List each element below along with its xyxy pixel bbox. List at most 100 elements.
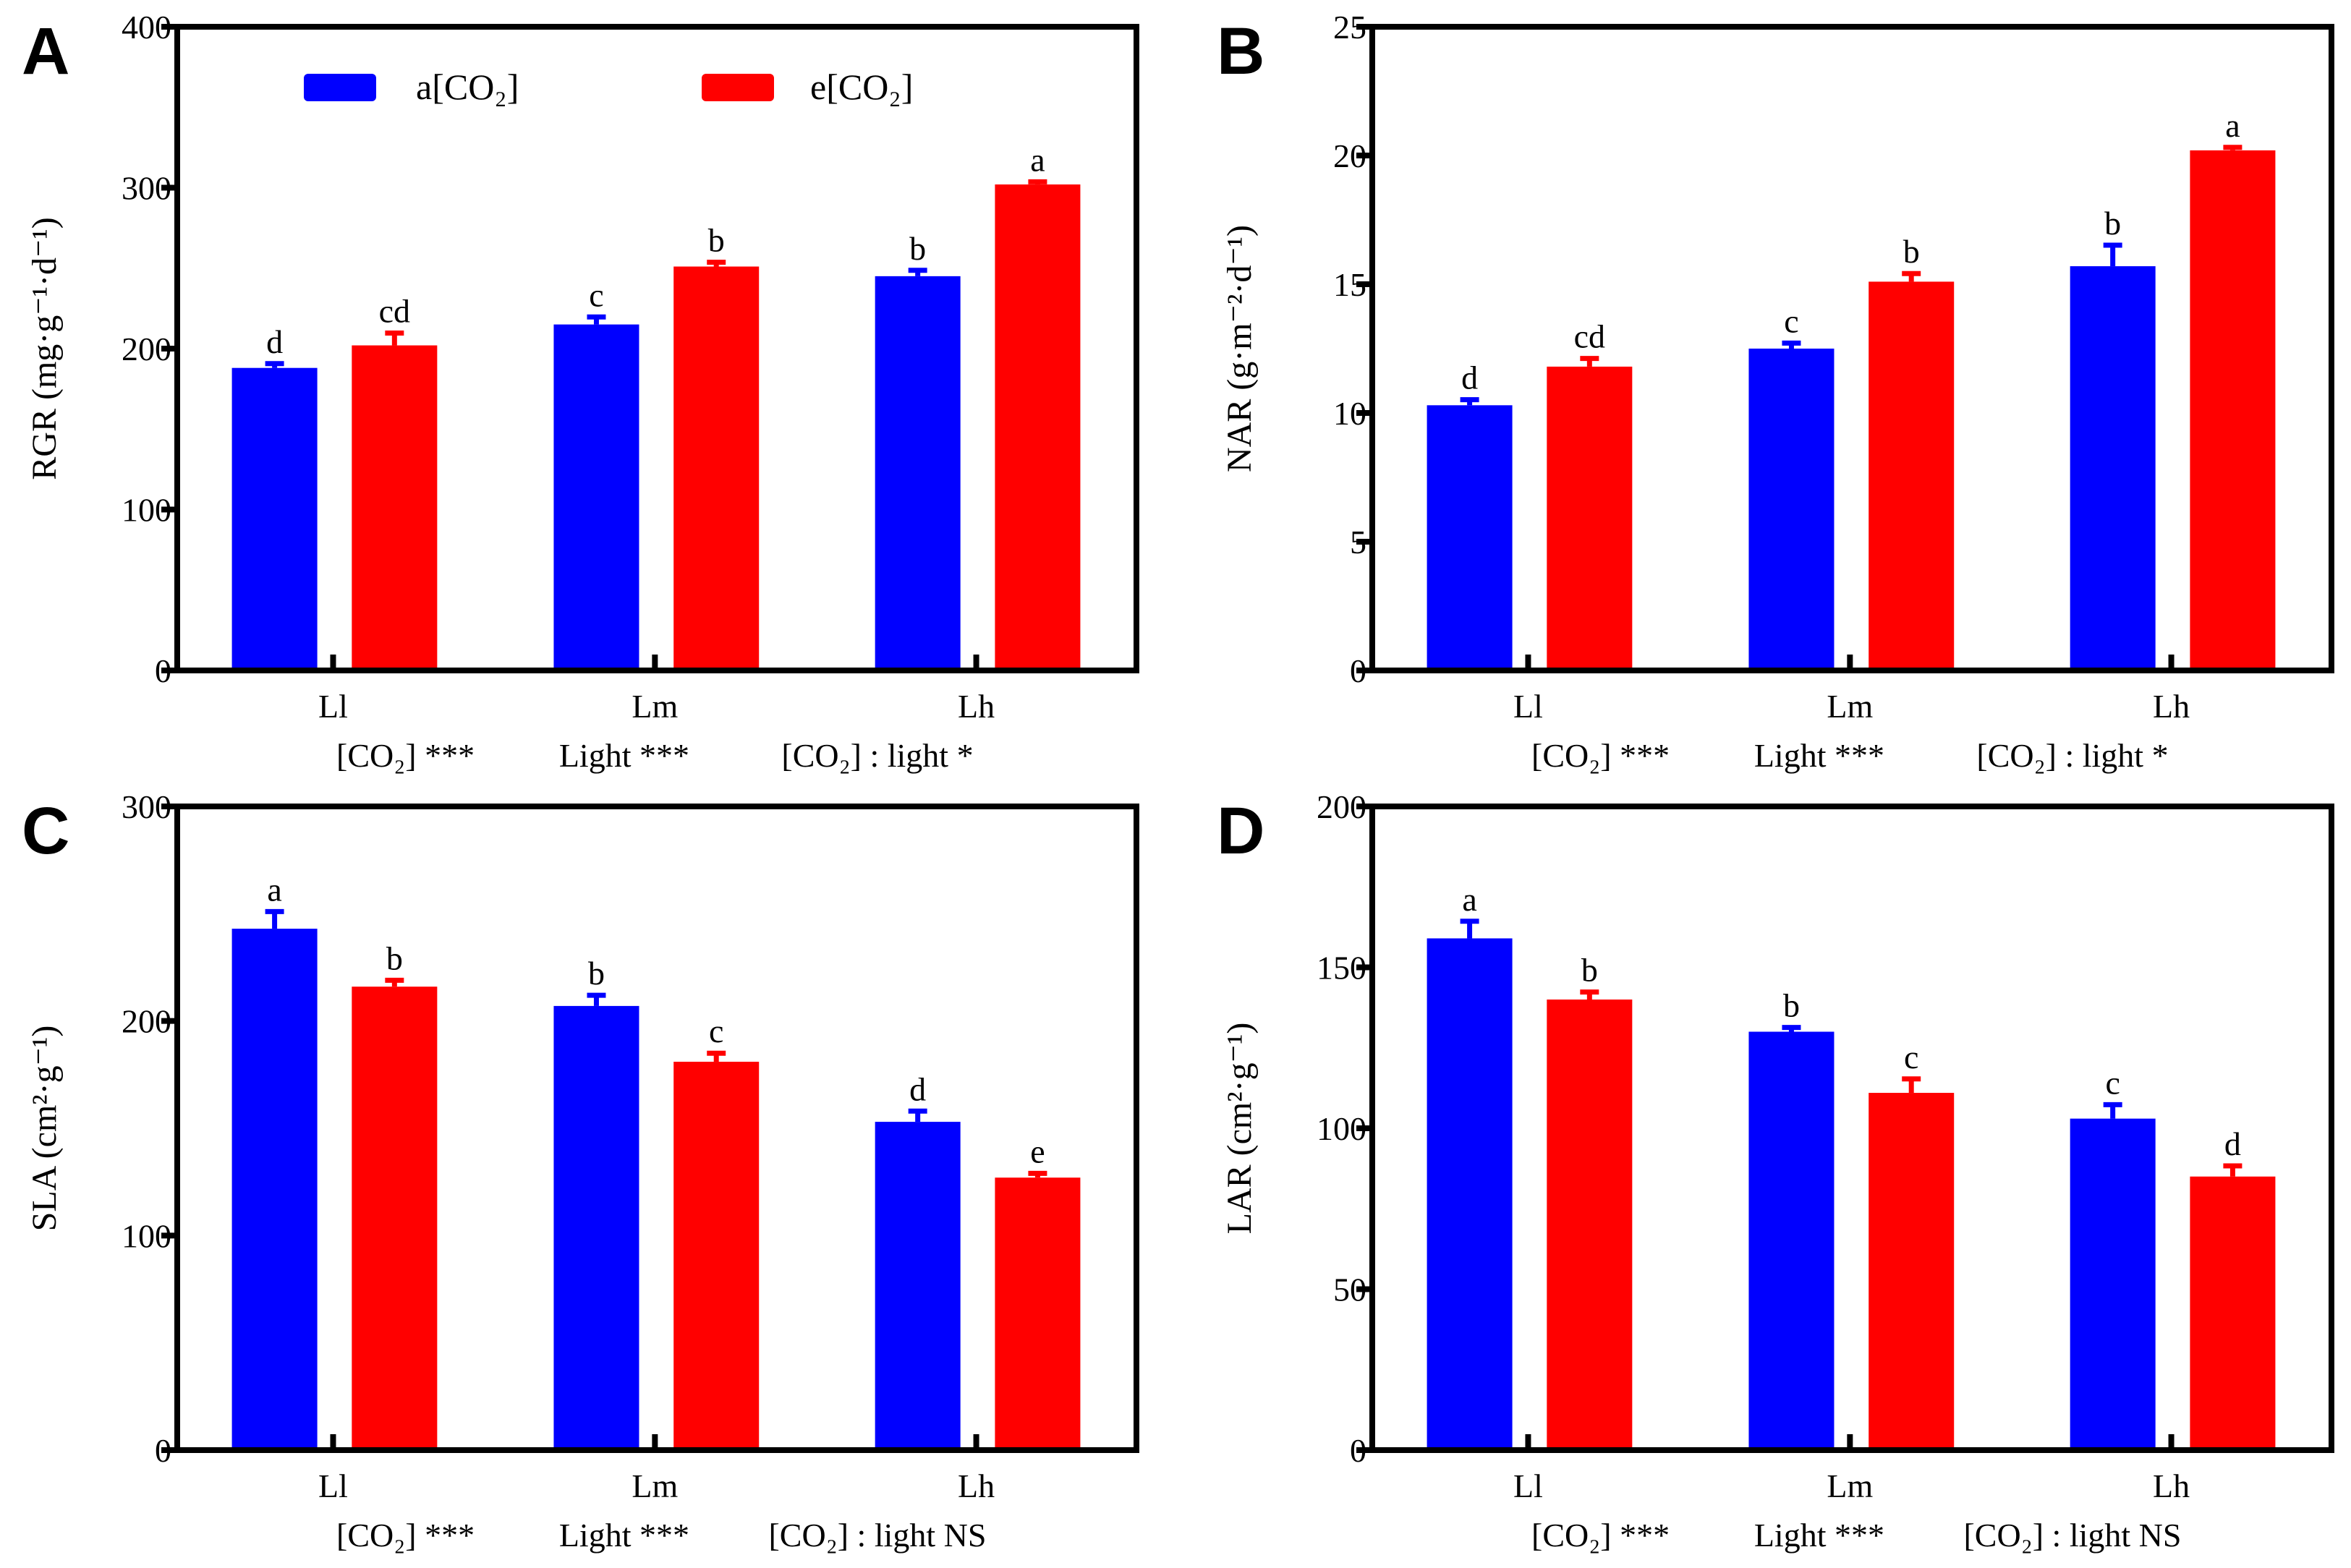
x-tick-label: Ll <box>318 1467 348 1504</box>
y-tick-label: 300 <box>122 170 171 207</box>
y-tick-label: 0 <box>1350 652 1366 689</box>
y-tick-label: 0 <box>155 1432 171 1469</box>
y-tick-label: 25 <box>1333 9 1366 46</box>
significance-letter: b <box>2104 205 2121 242</box>
panel-letter: D <box>1217 794 1264 868</box>
significance-letter: c <box>2105 1064 2120 1101</box>
bar <box>875 1122 961 1450</box>
bar <box>553 1005 639 1450</box>
x-tick-label: Lh <box>958 688 995 725</box>
bar <box>352 345 438 670</box>
significance-letter: cd <box>1574 318 1605 355</box>
bar <box>1748 349 1835 670</box>
x-tick-label: Lm <box>1827 688 1873 725</box>
x-tick-label: Lh <box>958 1467 995 1504</box>
bar <box>2190 150 2276 670</box>
legend-swatch <box>304 74 376 101</box>
bar <box>673 266 760 670</box>
x-tick-label: Ll <box>1513 688 1543 725</box>
legend-label: e[CO₂] <box>810 67 913 107</box>
significance-letter: a <box>267 871 281 908</box>
bar <box>1547 366 1633 670</box>
significance-letter: b <box>1581 952 1598 989</box>
y-tick-label: 200 <box>1317 788 1366 825</box>
panel-letter: A <box>22 14 69 88</box>
bar <box>1427 405 1513 670</box>
plot-frame <box>174 24 1139 673</box>
significance-letter: e <box>1030 1133 1045 1169</box>
stats-annotation: [CO₂] *** <box>336 1517 475 1554</box>
significance-letter: c <box>709 1013 723 1049</box>
legend: a[CO₂] e[CO₂] <box>304 67 913 107</box>
bar <box>995 184 1081 671</box>
bar <box>673 1062 760 1450</box>
panel-b: Bd c b cd b a 0 5 10 15 20 25 Ll Lm Lh [CO₂] *** Light *… <box>1217 9 2334 774</box>
bar <box>875 276 961 670</box>
significance-letter: c <box>1784 302 1798 339</box>
stats-annotation: Light *** <box>559 737 689 774</box>
y-tick-label: 300 <box>122 788 171 825</box>
x-tick-label: Ll <box>318 688 348 725</box>
plot-frame <box>174 804 1139 1453</box>
significance-letter: c <box>589 276 603 313</box>
stats-annotation: Light *** <box>559 1517 689 1554</box>
x-tick-label: Ll <box>1513 1467 1543 1504</box>
panel-a: Ad c b cd b a 0 100 200 300 400 Ll Lm Lh [CO₂] *** Ligh… <box>22 9 1139 774</box>
bar <box>1869 1093 1955 1450</box>
significance-letter: b <box>909 230 926 267</box>
y-tick-label: 100 <box>1317 1110 1366 1147</box>
y-tick-label: 100 <box>122 1217 171 1254</box>
bar <box>553 324 639 670</box>
bar <box>231 367 318 670</box>
panel-c: Ca b d b c e 0 100 200 300 Ll Lm Lh [CO₂] *** Light **… <box>22 788 1139 1554</box>
stats-annotation: [CO₂] : light * <box>1976 737 2168 774</box>
significance-letter: d <box>2224 1125 2241 1162</box>
legend-swatch <box>702 74 774 101</box>
bar <box>352 987 438 1450</box>
y-tick-label: 50 <box>1333 1271 1366 1308</box>
bar <box>1748 1031 1835 1450</box>
panel-d: Da b c b c d 0 50 100 150 200 Ll Lm Lh [CO₂] *** Light … <box>1217 788 2334 1554</box>
y-axis-label: LAR (cm²·g⁻¹) <box>1220 1023 1259 1235</box>
y-tick-label: 10 <box>1333 395 1366 432</box>
bar <box>995 1177 1081 1450</box>
bar <box>1547 1000 1633 1450</box>
y-tick-label: 0 <box>1350 1432 1366 1469</box>
stats-annotation: [CO₂] : light NS <box>768 1517 986 1554</box>
bar <box>2190 1176 2276 1450</box>
significance-letter: d <box>1461 359 1478 396</box>
x-tick-label: Lm <box>632 688 678 725</box>
panel-letter: C <box>22 794 69 868</box>
significance-letter: a <box>2225 107 2240 144</box>
stats-annotation: [CO₂] *** <box>1531 737 1670 774</box>
y-tick-label: 15 <box>1333 266 1366 303</box>
x-tick-label: Lh <box>2153 688 2190 725</box>
significance-letter: b <box>1903 233 1920 270</box>
y-axis-label: NAR (g·m⁻²·d⁻¹) <box>1220 225 1259 472</box>
y-tick-label: 150 <box>1317 950 1366 987</box>
x-tick-label: Lm <box>1827 1467 1873 1504</box>
legend-label: a[CO₂] <box>416 67 519 107</box>
y-tick-label: 100 <box>122 492 171 529</box>
significance-letter: b <box>588 955 605 992</box>
y-axis-label: SLA (cm²·g⁻¹) <box>25 1026 64 1232</box>
significance-letter: c <box>1904 1039 1918 1075</box>
bar <box>1869 281 1955 670</box>
y-tick-label: 200 <box>122 331 171 367</box>
x-tick-label: Lm <box>632 1467 678 1504</box>
y-tick-label: 400 <box>122 9 171 46</box>
stats-annotation: [CO₂] : light * <box>781 737 973 774</box>
significance-letter: d <box>909 1070 926 1107</box>
significance-letter: b <box>386 939 403 976</box>
stats-annotation: [CO₂] : light NS <box>1963 1517 2181 1554</box>
x-tick-label: Lh <box>2153 1467 2190 1504</box>
y-tick-label: 0 <box>155 652 171 689</box>
bar <box>1427 938 1513 1450</box>
significance-letter: b <box>1783 987 1800 1024</box>
y-tick-label: 200 <box>122 1003 171 1040</box>
plot-frame <box>1369 24 2334 673</box>
bar <box>231 929 318 1450</box>
y-axis-label: RGR (mg·g⁻¹·d⁻¹) <box>25 217 64 480</box>
stats-annotation: [CO₂] *** <box>336 737 475 774</box>
